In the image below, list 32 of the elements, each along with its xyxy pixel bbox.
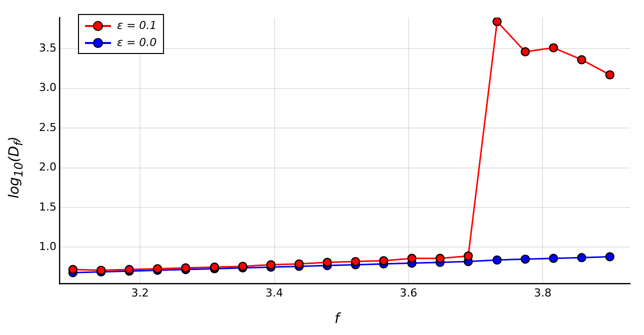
point [322,258,332,267]
point [294,259,304,269]
y-tick-label: 2.0 [38,160,56,174]
point [492,255,502,265]
point [492,18,502,26]
y-tick-label: 1.5 [38,200,56,214]
x-axis-title: f [334,311,342,327]
point [350,256,360,266]
legend-label: ε = 0.1 [117,18,157,34]
point [407,254,416,263]
point [266,260,276,270]
x-tick-label: 3.6 [400,286,418,300]
point [435,254,445,263]
y-tick-label: 1.0 [38,240,56,254]
point [520,254,530,264]
point [577,252,586,262]
point [464,251,473,261]
point [520,47,530,56]
point [379,256,388,266]
point [605,252,614,262]
point [605,70,614,80]
point [548,254,558,263]
x-tick-label: 3.4 [266,286,284,300]
x-tick-label: 3.8 [534,286,552,300]
point [68,264,78,274]
y-tick-label: 3.0 [38,81,56,94]
point [548,43,558,52]
point [577,55,586,64]
legend-label: ε = 0.0 [117,35,157,51]
y-tick-label: 2.5 [38,120,56,134]
y-tick-label: 3.5 [38,41,56,54]
x-tick-label: 3.2 [131,286,149,300]
